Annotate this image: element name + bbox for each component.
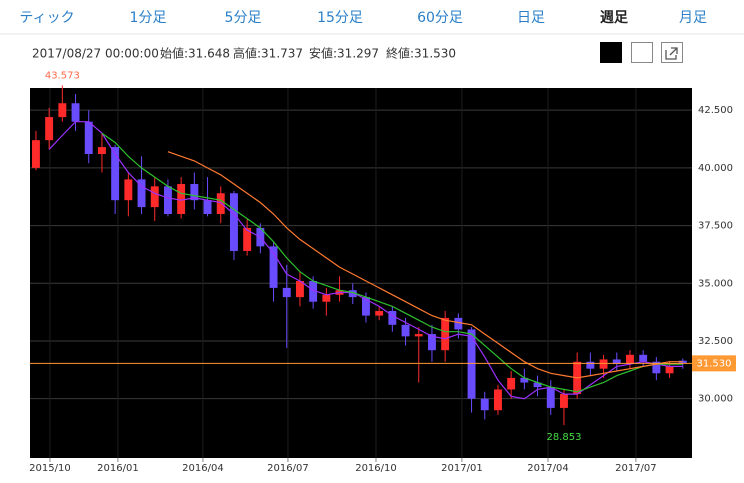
candle-body [216,193,225,215]
tab[interactable]: 1分足 [130,10,167,26]
candle-body [401,324,410,337]
candle-body [243,227,252,251]
candle-body [480,398,489,411]
candle-body [348,290,357,298]
candle-body [546,387,555,408]
y-tick-label: 30.000 [698,394,733,405]
candle-body [58,103,67,118]
moving-average-line [48,121,683,400]
candle-body [665,366,674,374]
x-tick-label: 2015/10 [29,463,71,474]
tab[interactable]: 週足 [600,10,629,26]
candle-body [414,334,423,337]
candle-body [375,310,384,316]
info-item: 高値:31.737 [233,46,303,61]
tab[interactable]: ティック [19,10,74,26]
last-price-label: 31.530 [697,358,732,369]
dark-theme-button[interactable] [600,42,622,63]
plot: 30.000 32.500 35.000 37.500 40.000 42.500 2015… [29,70,736,474]
candle-body [190,184,199,201]
candle-body [559,394,568,408]
x-tick-label: 2016/10 [355,463,397,474]
candle-body [150,186,159,208]
y-tick-label: 32.500 [698,336,733,347]
candle-body [163,186,172,215]
x-tick-label: 2017/07 [615,463,657,474]
x-tick-label: 2017/04 [527,463,569,474]
candle-body [599,359,608,369]
info-item: 始値:31.648 [160,46,230,61]
x-tick-label: 2016/04 [182,463,224,474]
candle-body [625,354,634,365]
candle-body [533,382,542,388]
moving-average-line [101,132,683,393]
candle-body [586,361,595,369]
y-tick-label: 40.000 [698,163,733,174]
candle-body [652,361,661,374]
candle-body [111,147,120,201]
candle-body [84,121,93,155]
candle-body [124,179,133,201]
candle-body [137,179,146,208]
tab[interactable]: 60分足 [417,10,463,26]
candle-body [612,359,621,365]
info-item: 終値:31.530 [386,46,456,61]
candle-body [467,329,476,399]
tab-bar: ティック 1分足 5分足 15分足 60分足 日足 週足 月足 [19,10,707,26]
candle-body [309,280,318,302]
y-tick-label: 37.500 [698,221,733,232]
tab[interactable]: 15分足 [317,10,363,26]
candle-body [454,317,463,330]
candle-body [493,389,502,411]
info-item: 安値:31.297 [309,46,379,61]
candle-body [388,310,397,325]
high-label: 43.573 [45,70,80,81]
candle-body [639,354,648,362]
candle-body [322,294,331,302]
ohlc-info: 2017/08/27 00:00:00 始値:31.648 高値:31.737 安値:… [32,46,456,61]
candle-body [282,287,291,298]
tab[interactable]: 5分足 [225,10,262,26]
candle-body [45,117,54,141]
x-tick-label: 2017/01 [441,463,483,474]
candle-body [361,297,370,316]
x-tick-label: 2016/01 [97,463,139,474]
candle-body [295,280,304,298]
low-label: 28.853 [546,432,581,443]
candle-body [177,184,186,215]
export-icon [665,47,678,60]
tab[interactable]: 日足 [517,10,545,26]
y-tick-label: 35.000 [698,278,733,289]
moving-average-line [167,151,683,379]
tab[interactable]: 月足 [679,10,707,26]
candle-body [229,193,238,251]
y-tick-label: 42.500 [698,105,733,116]
candle-body [507,377,516,390]
info-item: 2017/08/27 00:00:00 [32,47,159,61]
candle-body [520,377,529,383]
candle-body [71,103,80,122]
last-price-box [692,355,736,372]
plot-area [30,88,692,458]
export-button[interactable] [661,42,683,63]
light-theme-button[interactable] [631,42,653,63]
candle-body [441,317,450,351]
x-tick-label: 2016/07 [267,463,309,474]
candle-body [427,334,436,351]
candle-body [31,140,40,168]
candle-body [97,147,106,155]
candle-body [269,246,278,288]
candle-body [203,200,212,215]
